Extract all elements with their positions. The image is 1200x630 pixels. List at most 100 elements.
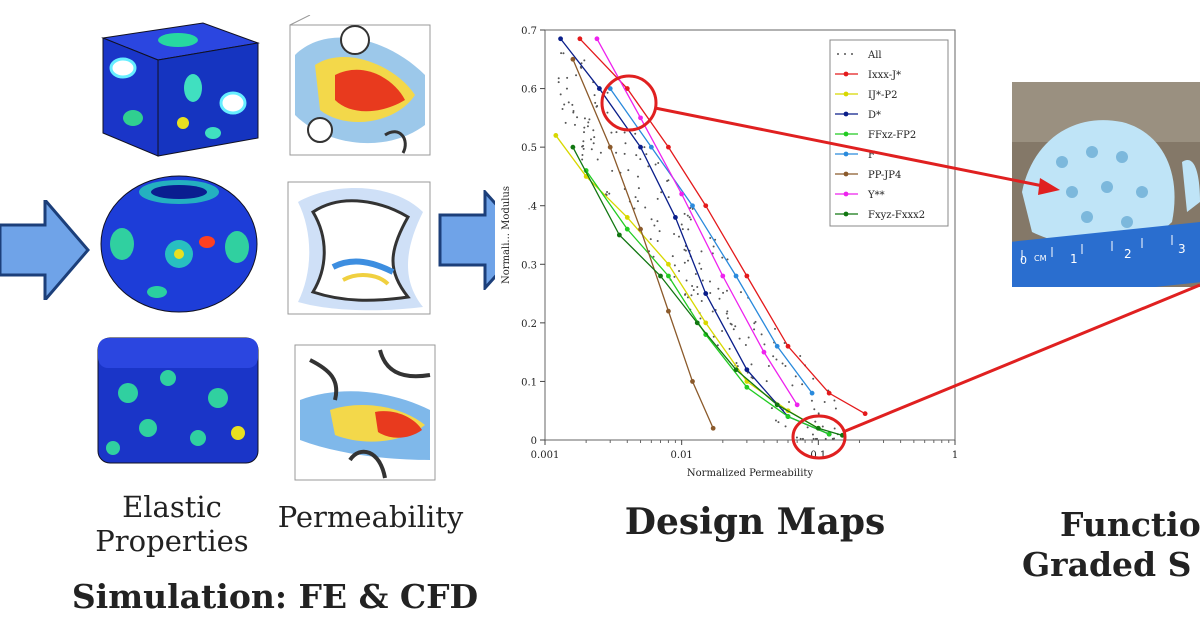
all-scatter-point: [784, 425, 787, 428]
series-point-3: [596, 86, 602, 91]
all-scatter-point: [716, 344, 719, 347]
all-scatter-point: [608, 192, 611, 195]
all-scatter-point: [811, 433, 814, 436]
all-scatter-point: [738, 337, 741, 340]
all-scatter-point: [610, 131, 613, 134]
all-scatter-point: [750, 363, 753, 366]
all-scatter-point: [812, 377, 815, 380]
legend-swatch-dot: [851, 53, 853, 55]
all-scatter-point: [788, 401, 791, 404]
all-scatter-point: [717, 287, 720, 290]
series-line-8: [572, 146, 843, 436]
series-point-6: [570, 56, 576, 62]
series-point-8: [839, 432, 845, 438]
all-scatter-point: [595, 105, 598, 108]
cfd-cube-image-2: [290, 340, 440, 485]
all-scatter-point: [654, 163, 657, 166]
all-scatter-point: [565, 87, 568, 90]
cfd-sphere-image: [283, 172, 435, 320]
all-scatter-point: [777, 421, 780, 424]
series-point-8: [570, 144, 576, 150]
series-line-3: [560, 38, 830, 435]
all-scatter-point: [698, 262, 701, 265]
all-scatter-point: [671, 255, 674, 258]
legend-swatch-marker: [843, 211, 849, 217]
all-scatter-point: [691, 207, 694, 210]
all-scatter-point: [683, 261, 686, 264]
ruler-label-cm: CM: [1034, 254, 1047, 263]
design-map-svg: 0.001 0.01 0.1 1 0 0.1 0.2 0.3 .4 0.5 0.6 0.7 Normal…: [501, 26, 958, 479]
all-scatter-point: [634, 196, 637, 199]
all-scatter-point: [770, 407, 773, 410]
plot-area: [544, 29, 956, 441]
all-scatter-point: [581, 153, 584, 156]
design-map-chart: 0.001 0.01 0.1 1 0 0.1 0.2 0.3 .4 0.5 0.6 0.7 Normal…: [495, 15, 970, 490]
legend-swatch-marker: [843, 131, 849, 137]
series-point-3: [558, 36, 563, 42]
series-point-1: [577, 36, 583, 42]
series-point-8: [616, 232, 622, 238]
cfd-cube-image-1: [285, 14, 435, 160]
all-scatter-point: [634, 132, 637, 135]
all-scatter-point: [567, 101, 570, 104]
all-scatter-point: [581, 145, 584, 148]
all-scatter-point: [657, 162, 660, 165]
all-scatter-point: [684, 293, 687, 296]
all-scatter-point: [725, 289, 728, 292]
simulation-caption: Simulation: FE & CFD: [71, 577, 479, 616]
ruler-label-0: 0: [1020, 254, 1027, 267]
all-scatter-point: [592, 142, 595, 145]
all-scatter-point: [615, 131, 618, 134]
all-scatter-point: [729, 322, 732, 325]
series-point-2: [553, 133, 559, 138]
elastic-caption: Elastic: [122, 490, 222, 524]
all-scatter-point: [615, 151, 618, 154]
all-scatter-point: [763, 343, 766, 346]
printed-lattice-photo: 0 CM 1 2 3: [1012, 82, 1200, 287]
ruler-label-1: 1: [1070, 252, 1078, 266]
series-line-5: [609, 88, 813, 394]
legend-swatch-dot: [837, 53, 839, 55]
all-scatter-point: [687, 259, 690, 262]
all-scatter-point: [677, 235, 680, 238]
all-scatter-point: [812, 437, 815, 440]
all-scatter-point: [747, 336, 750, 339]
all-scatter-point: [736, 365, 739, 368]
all-scatter-point: [636, 175, 639, 178]
y-tick-label: 0: [531, 436, 537, 447]
y-tick-label: 0.1: [521, 377, 537, 388]
all-scatter-point: [767, 364, 770, 367]
x-axis-label: Normalized Permeability: [687, 468, 814, 479]
all-scatter-point: [700, 300, 703, 303]
all-scatter-point: [656, 239, 659, 242]
all-scatter-point: [726, 258, 729, 261]
series-point-6: [666, 308, 671, 314]
all-scatter-point: [573, 123, 576, 126]
legend-label: PP-JP4: [868, 170, 901, 181]
all-scatter-point: [660, 191, 663, 194]
series-line-7: [596, 38, 798, 406]
all-scatter-point: [726, 317, 729, 320]
all-scatter-point: [557, 77, 560, 80]
all-scatter-point: [681, 228, 684, 231]
x-tick-label: 1: [952, 450, 958, 461]
all-scatter-point: [685, 279, 688, 282]
fe-cube-image-1: [93, 8, 263, 158]
all-scatter-point: [580, 62, 583, 65]
all-scatter-point: [795, 436, 798, 439]
y-tick-label: 0.5: [521, 143, 537, 154]
all-scatter-point: [775, 358, 778, 361]
all-scatter-point: [732, 328, 735, 331]
all-scatter-point: [801, 383, 804, 386]
all-scatter-point: [744, 344, 747, 347]
all-scatter-point: [709, 292, 712, 295]
series-point-8: [694, 320, 700, 326]
series-point-3: [703, 291, 709, 296]
all-scatter-point: [678, 269, 681, 272]
series-point-8: [815, 425, 821, 431]
all-scatter-point: [791, 384, 794, 387]
all-scatter-point: [688, 216, 691, 219]
all-scatter-point: [606, 91, 609, 94]
all-scatter-point: [683, 212, 686, 215]
all-scatter-point: [799, 354, 802, 357]
